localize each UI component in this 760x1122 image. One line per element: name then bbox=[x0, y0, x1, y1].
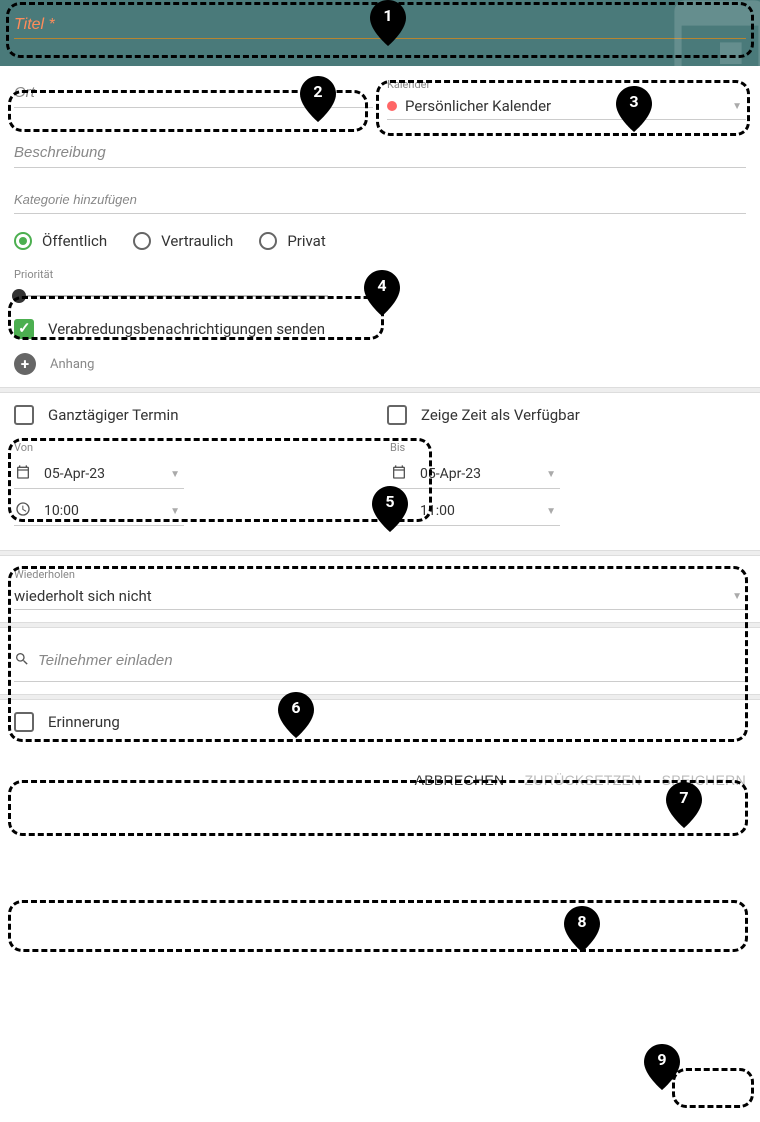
repeat-selected: wiederholt sich nicht bbox=[14, 587, 152, 605]
visibility-radio-group: Öffentlich Vertraulich Privat bbox=[14, 232, 746, 250]
chevron-down-icon: ▼ bbox=[546, 469, 556, 480]
save-button[interactable]: SPEICHERN bbox=[662, 772, 746, 788]
clock-icon bbox=[14, 501, 32, 521]
cancel-button[interactable]: ABBRECHEN bbox=[415, 772, 505, 788]
clock-icon bbox=[390, 501, 408, 521]
radio-icon bbox=[14, 232, 32, 250]
from-label: Von bbox=[14, 441, 370, 454]
showfree-checkbox[interactable] bbox=[387, 405, 407, 425]
calendar-select[interactable]: Persönlicher Kalender ▼ bbox=[387, 93, 746, 120]
chevron-down-icon: ▼ bbox=[732, 101, 742, 112]
description-input[interactable] bbox=[14, 138, 746, 168]
allday-checkbox[interactable] bbox=[14, 405, 34, 425]
repeat-label: Wiederholen bbox=[14, 568, 746, 581]
radio-public[interactable]: Öffentlich bbox=[14, 232, 107, 250]
radio-label: Vertraulich bbox=[161, 232, 233, 250]
title-input[interactable] bbox=[14, 8, 746, 39]
annotation-box bbox=[672, 1068, 754, 1108]
reset-button[interactable]: ZURÜCKSETZEN bbox=[524, 772, 641, 788]
radio-icon bbox=[259, 232, 277, 250]
calendar-label: Kalender bbox=[387, 78, 746, 91]
participants-input[interactable] bbox=[38, 646, 746, 675]
from-date-value: 05-Apr-23 bbox=[44, 466, 105, 482]
radio-icon bbox=[133, 232, 151, 250]
chevron-down-icon: ▼ bbox=[170, 506, 180, 517]
reminder-label: Erinnerung bbox=[48, 713, 120, 731]
radio-label: Privat bbox=[287, 232, 325, 250]
annotation-marker: 8 bbox=[564, 906, 600, 952]
search-icon bbox=[14, 651, 30, 671]
to-time-select[interactable]: 11:00 ▼ bbox=[390, 501, 560, 526]
category-input[interactable] bbox=[14, 186, 746, 214]
calendar-selected: Persönlicher Kalender bbox=[405, 97, 551, 115]
from-time-value: 10:00 bbox=[44, 503, 79, 519]
radio-label: Öffentlich bbox=[42, 232, 107, 250]
reminder-checkbox[interactable] bbox=[14, 712, 34, 732]
plus-icon: + bbox=[14, 353, 36, 375]
radio-private[interactable]: Privat bbox=[259, 232, 325, 250]
chevron-down-icon: ▼ bbox=[170, 469, 180, 480]
chevron-down-icon: ▼ bbox=[732, 591, 742, 602]
to-date-select[interactable]: 05-Apr-23 ▼ bbox=[390, 464, 560, 489]
add-attachment[interactable]: + Anhang bbox=[14, 353, 746, 375]
slider-thumb-icon bbox=[12, 289, 26, 303]
location-input[interactable] bbox=[14, 78, 373, 108]
annotation-box bbox=[8, 900, 748, 952]
to-time-value: 11:00 bbox=[420, 503, 455, 519]
repeat-select[interactable]: wiederholt sich nicht ▼ bbox=[14, 583, 746, 610]
to-date-value: 05-Apr-23 bbox=[420, 466, 481, 482]
calendar-bg-icon bbox=[660, 0, 760, 66]
notify-checkbox[interactable] bbox=[14, 319, 34, 339]
calendar-icon bbox=[390, 464, 408, 484]
header-bar bbox=[0, 0, 760, 66]
annotation-marker: 9 bbox=[644, 1044, 680, 1090]
chevron-down-icon: ▼ bbox=[546, 506, 556, 517]
allday-label: Ganztägiger Termin bbox=[48, 406, 178, 424]
from-date-select[interactable]: 05-Apr-23 ▼ bbox=[14, 464, 184, 489]
attachment-label: Anhang bbox=[50, 357, 94, 372]
to-label: Bis bbox=[390, 441, 746, 454]
priority-label: Priorität bbox=[14, 268, 746, 281]
priority-slider[interactable] bbox=[18, 295, 328, 297]
radio-confidential[interactable]: Vertraulich bbox=[133, 232, 233, 250]
from-time-select[interactable]: 10:00 ▼ bbox=[14, 501, 184, 526]
showfree-label: Zeige Zeit als Verfügbar bbox=[421, 406, 580, 424]
action-bar: ABBRECHEN ZURÜCKSETZEN SPEICHERN bbox=[0, 758, 760, 796]
calendar-icon bbox=[14, 464, 32, 484]
notify-label: Verabredungsbenachrichtigungen senden bbox=[48, 320, 325, 338]
calendar-color-dot bbox=[387, 101, 397, 111]
